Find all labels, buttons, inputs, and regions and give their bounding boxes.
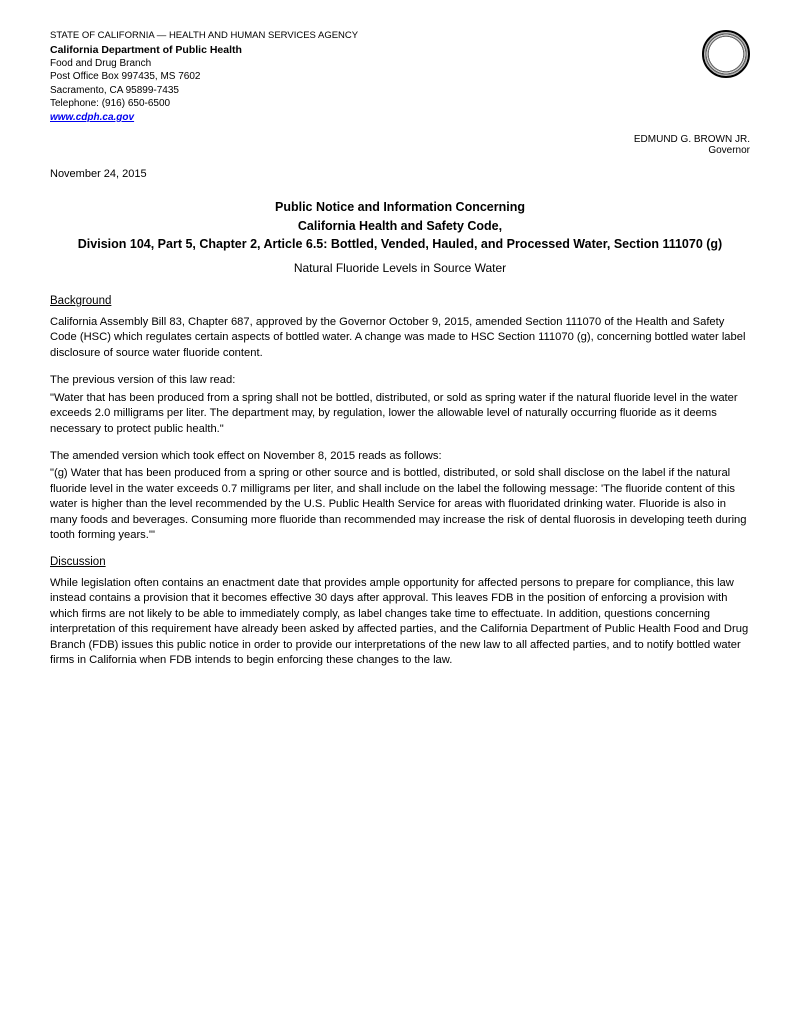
governor-title: Governor	[50, 145, 750, 156]
section-heading-background: Background	[50, 295, 750, 307]
agency-block: STATE OF CALIFORNIA — HEALTH AND HUMAN S…	[50, 30, 358, 124]
bureau-name: Food and Drug Branch	[50, 57, 358, 71]
document-subtitle: Natural Fluoride Levels in Source Water	[50, 261, 750, 275]
document-title: Public Notice and Information Concerning…	[50, 198, 750, 252]
state-seal-icon	[702, 30, 750, 78]
document-date: November 24, 2015	[50, 168, 750, 180]
paragraph-previous-law: "Water that has been produced from a spr…	[50, 391, 750, 437]
title-line-1: Public Notice and Information Concerning	[50, 198, 750, 216]
paragraph-new-law: "(g) Water that has been produced from a…	[50, 466, 750, 543]
website-link[interactable]: www.cdph.ca.gov	[50, 111, 358, 125]
section-heading-discussion: Discussion	[50, 556, 750, 568]
title-line-2: California Health and Safety Code,	[50, 217, 750, 235]
title-line-3: Division 104, Part 5, Chapter 2, Article…	[50, 235, 750, 253]
phone-line: Telephone: (916) 650-6500	[50, 97, 358, 111]
governor-name: EDMUND G. BROWN JR.	[50, 134, 750, 145]
letterhead-header: STATE OF CALIFORNIA — HEALTH AND HUMAN S…	[50, 30, 750, 124]
address-line-1: Post Office Box 997435, MS 7602	[50, 70, 358, 84]
paragraph-3-intro: The amended version which took effect on…	[50, 449, 750, 464]
department-name: California Department of Public Health	[50, 43, 358, 57]
address-line-2: Sacramento, CA 95899-7435	[50, 84, 358, 98]
governor-block: EDMUND G. BROWN JR. Governor	[50, 134, 750, 156]
paragraph-4: While legislation often contains an enac…	[50, 576, 750, 669]
paragraph-1: California Assembly Bill 83, Chapter 687…	[50, 315, 750, 361]
paragraph-2-intro: The previous version of this law read:	[50, 373, 750, 388]
state-agency-line: STATE OF CALIFORNIA — HEALTH AND HUMAN S…	[50, 30, 358, 43]
